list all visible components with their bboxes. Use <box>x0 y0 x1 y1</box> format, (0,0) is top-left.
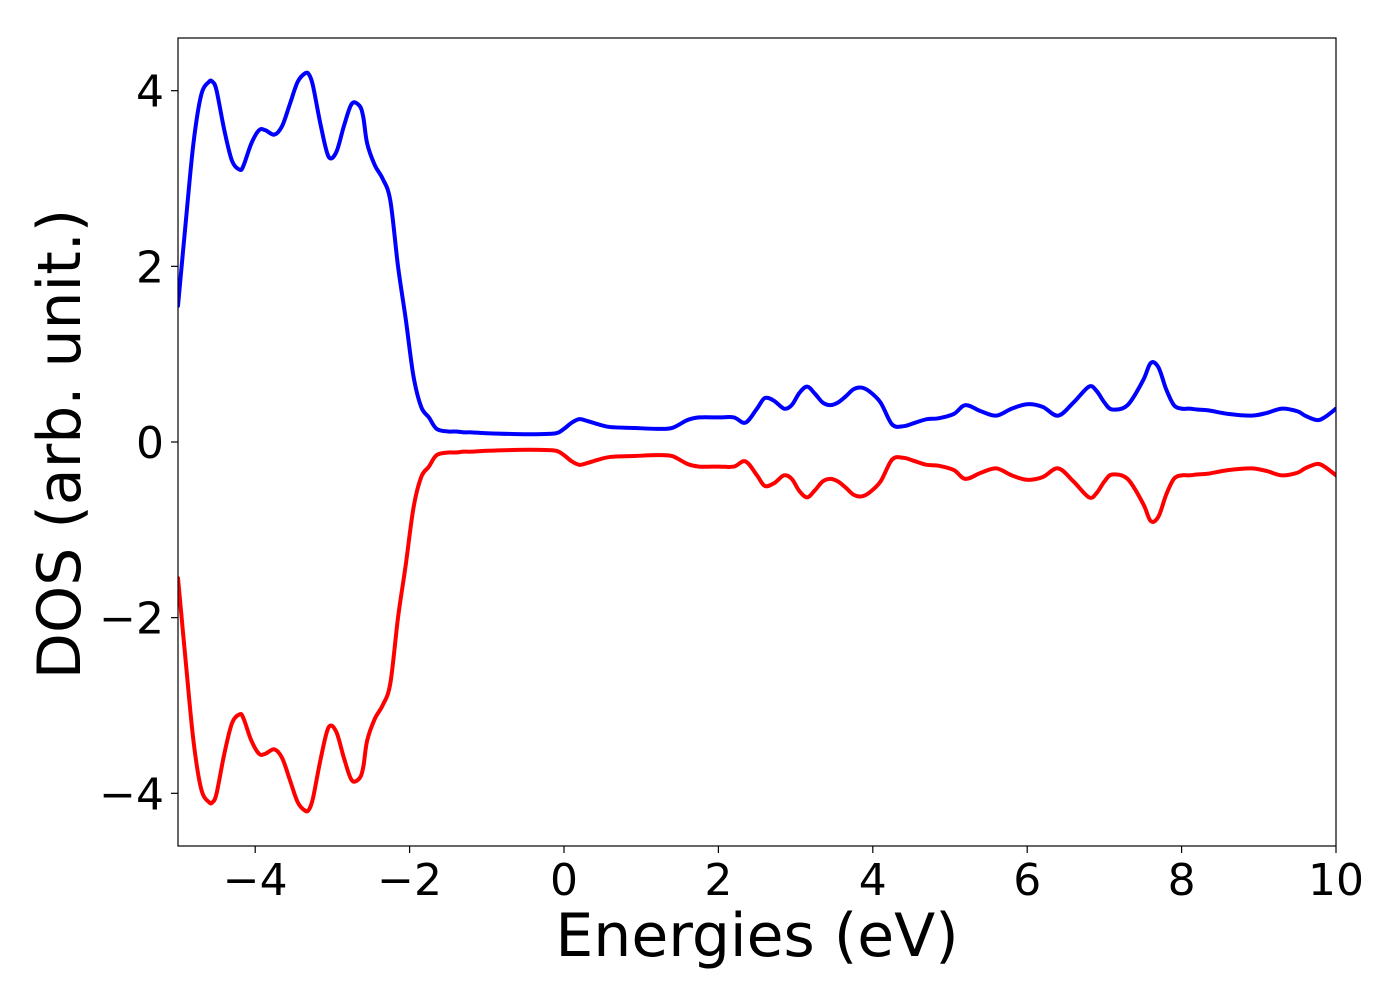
y-tick-label: 2 <box>136 242 164 293</box>
x-axis-label: Energies (eV) <box>555 901 958 971</box>
x-axis: −4 −2 0 2 4 6 8 10 <box>223 846 1364 906</box>
y-tick-label: −4 <box>99 769 164 820</box>
y-axis: −4 −2 0 2 4 <box>99 67 178 820</box>
x-tick-label: 2 <box>704 855 732 906</box>
y-axis-label: DOS (arb. unit.) <box>25 209 95 679</box>
series-line-positive <box>178 70 1336 437</box>
series-line-negative <box>178 447 1336 814</box>
x-tick-label: −2 <box>377 855 442 906</box>
plot-frame <box>177 37 1337 847</box>
x-tick-label: 0 <box>550 855 578 906</box>
x-tick-label: 6 <box>1013 855 1041 906</box>
x-tick-label: 4 <box>859 855 887 906</box>
y-tick-label: 4 <box>136 67 164 118</box>
y-tick-label: 0 <box>136 418 164 469</box>
y-tick-label: −2 <box>99 594 164 645</box>
x-tick-label: −4 <box>223 855 288 906</box>
x-tick-label: 8 <box>1168 855 1196 906</box>
x-tick-label: 10 <box>1308 855 1364 906</box>
